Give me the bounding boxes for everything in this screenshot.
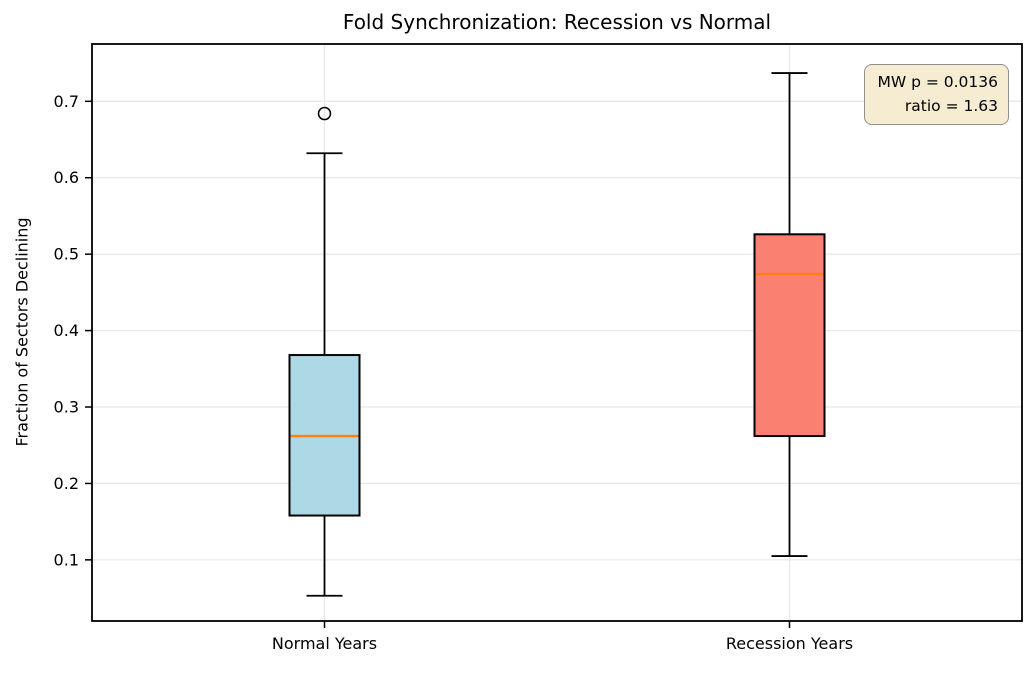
outlier-point (317, 106, 332, 121)
y-tick-label: 0.3 (54, 398, 79, 417)
annotation-line-ratio: ratio = 1.63 (904, 97, 998, 115)
y-tick-label: 0.2 (54, 474, 79, 493)
annotation-line-mw-p: MW p = 0.0136 (877, 73, 998, 91)
x-tick-label: Normal Years (272, 634, 377, 653)
plot-border (91, 43, 1023, 622)
y-tick-label: 0.6 (54, 168, 79, 187)
stats-annotation-box: MW p = 0.0136 ratio = 1.63 (864, 64, 1009, 125)
y-tick-label: 0.5 (54, 245, 79, 264)
box-recession-years (753, 233, 826, 438)
x-tick-label: Recession Years (726, 634, 853, 653)
y-tick-label: 0.4 (54, 321, 79, 340)
y-tick-label: 0.7 (54, 92, 79, 111)
y-tick-label: 0.1 (54, 550, 79, 569)
chart-title: Fold Synchronization: Recession vs Norma… (342, 10, 772, 34)
